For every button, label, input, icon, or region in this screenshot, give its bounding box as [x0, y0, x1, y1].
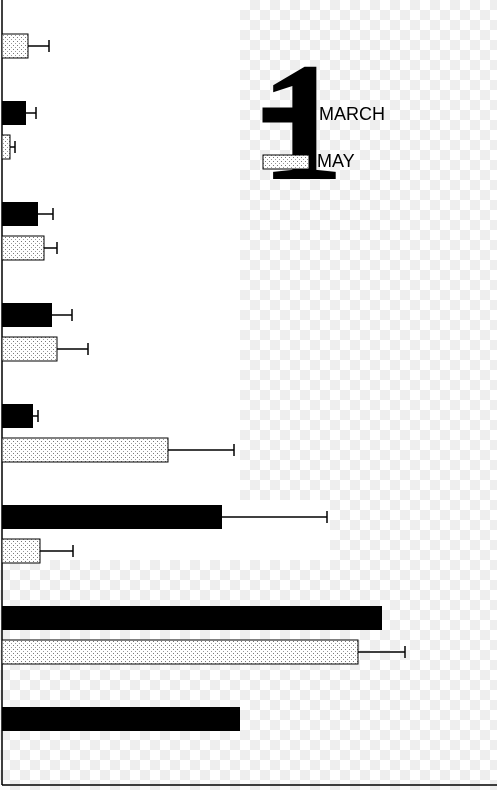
legend-swatch — [262, 154, 310, 170]
bar — [2, 101, 26, 125]
bar — [1, 336, 58, 362]
bar — [1, 134, 11, 160]
bar — [1, 538, 41, 564]
bar — [1, 437, 169, 463]
bar — [2, 505, 222, 529]
bar — [2, 707, 240, 731]
bar — [2, 303, 52, 327]
bar — [1, 33, 29, 59]
bar — [1, 235, 45, 261]
legend-label: MARCH — [319, 104, 385, 124]
bar — [2, 202, 38, 226]
bar — [2, 606, 382, 630]
legend-swatch — [262, 107, 310, 123]
bar — [1, 639, 359, 665]
bar — [2, 404, 33, 428]
legend-label: MAY — [317, 151, 355, 171]
